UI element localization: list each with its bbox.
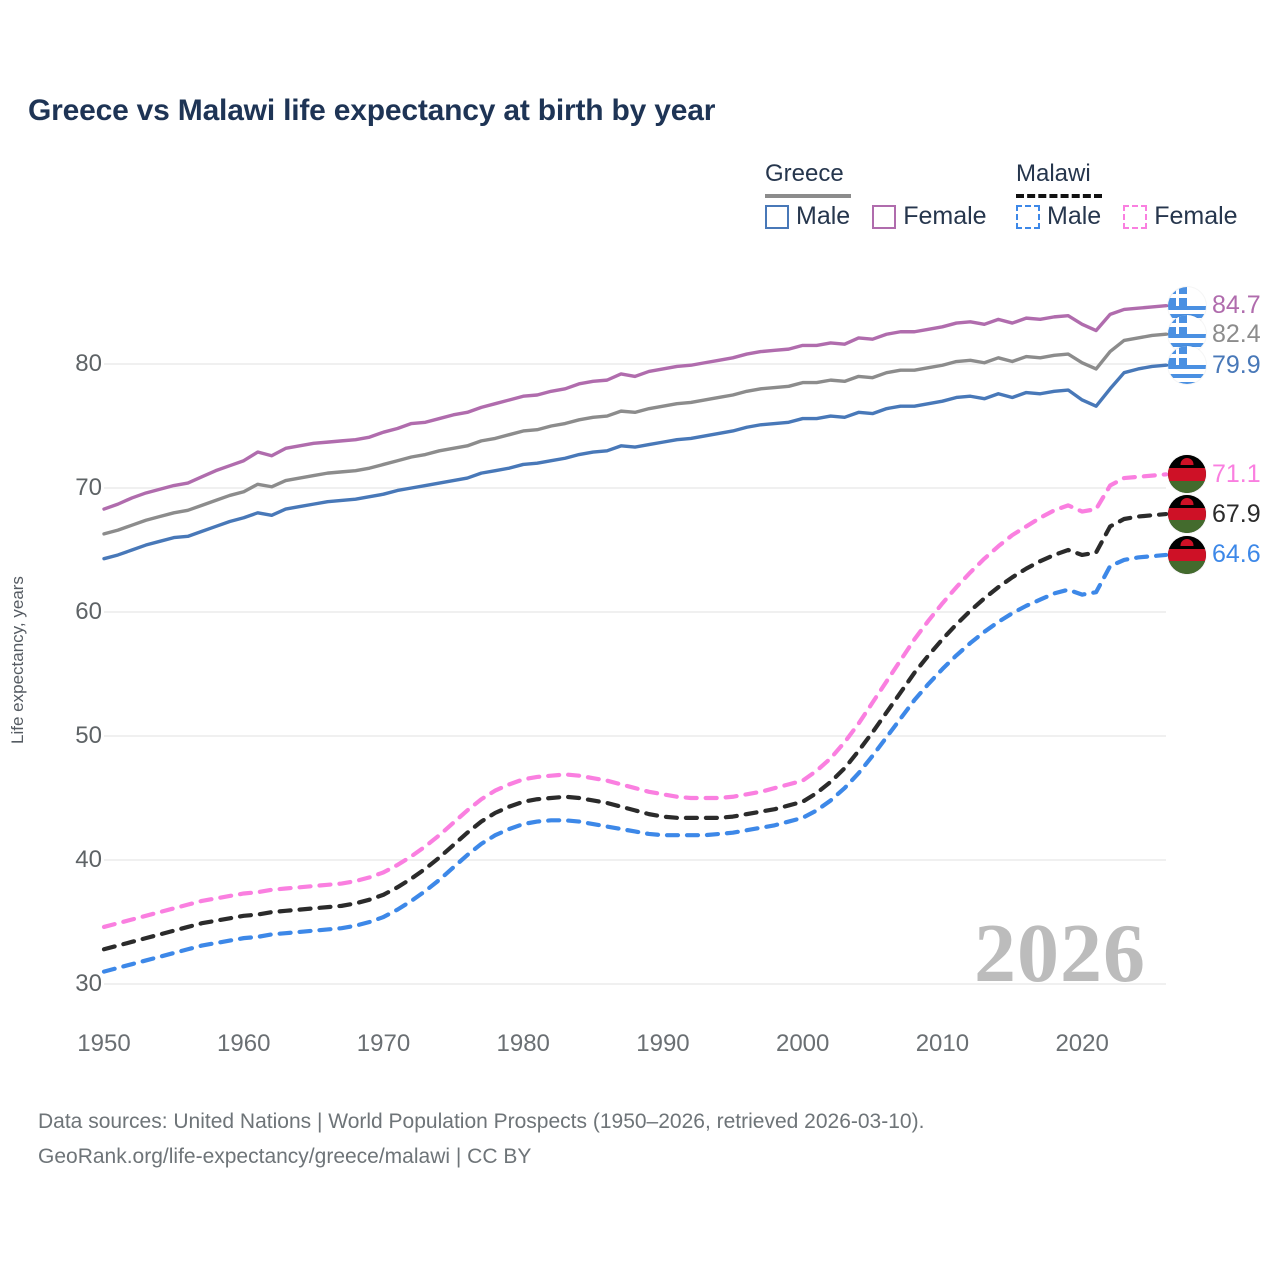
end-label-value: 79.9	[1212, 350, 1261, 379]
legend-label-malawi-male: Male	[1047, 202, 1102, 230]
legend-label-malawi-female: Female	[1154, 202, 1238, 230]
x-tick-label: 2020	[1055, 1030, 1109, 1057]
legend-group-greece: Greece Male Female	[765, 160, 987, 230]
legend-label-greece-male: Male	[796, 202, 851, 230]
malawi-flag-icon	[1168, 495, 1206, 534]
legend-item-malawi-female[interactable]: Female	[1123, 202, 1238, 231]
end-label-value: 71.1	[1212, 459, 1261, 488]
page-title: Greece vs Malawi life expectancy at birt…	[28, 94, 716, 127]
greece-flag-icon	[1168, 346, 1206, 385]
end-label-malawi-male: 64.6	[1168, 535, 1261, 574]
malawi-flag-icon	[1168, 535, 1206, 574]
x-tick-label: 1990	[636, 1030, 690, 1057]
y-tick-label: 40	[75, 846, 102, 873]
end-label-greece-male: 79.9	[1168, 346, 1261, 385]
series-line-greece-both	[102, 332, 1168, 536]
legend-rule-malawi	[1016, 194, 1102, 198]
x-tick-label: 2010	[915, 1030, 970, 1057]
y-tick-label: 70	[75, 474, 102, 501]
end-label-value: 84.7	[1212, 291, 1261, 320]
legend-item-greece-male[interactable]: Male	[765, 202, 850, 231]
series-line-greece-female	[102, 304, 1168, 511]
end-label-value: 67.9	[1212, 499, 1261, 528]
end-label-greece-female: 84.7	[1168, 286, 1261, 325]
end-label-greece-both: 82.4	[1168, 315, 1261, 354]
x-tick-label: 2000	[775, 1030, 830, 1057]
y-tick-label: 80	[75, 350, 102, 377]
year-watermark: 2026	[974, 907, 1146, 1000]
series-line-greece-male	[102, 363, 1168, 561]
x-tick-label: 1960	[217, 1030, 271, 1057]
y-tick-label: 60	[75, 598, 102, 625]
series-line-malawi-female	[101, 472, 1169, 930]
end-label-value: 82.4	[1212, 319, 1261, 348]
y-tick-label: 50	[75, 722, 102, 749]
legend-group-malawi: Malawi Male Female	[1016, 160, 1238, 230]
footer-credits: Data sources: United Nations | World Pop…	[38, 1105, 924, 1174]
footer-line-1: Data sources: United Nations | World Pop…	[38, 1110, 925, 1133]
y-axis-ticks: 30 40 50 60 70 80	[22, 0, 102, 1280]
end-label-malawi-both: 67.9	[1168, 495, 1261, 534]
x-tick-label: 1950	[77, 1030, 131, 1057]
malawi-flag-icon	[1168, 455, 1206, 494]
series-line-malawi-both	[101, 511, 1169, 952]
x-tick-label: 1970	[356, 1030, 411, 1057]
legend-country-malawi: Malawi	[1016, 160, 1091, 187]
chart-legend: Greece Male Female Malawi Male	[760, 160, 1250, 240]
legend-country-greece: Greece	[765, 160, 844, 187]
greece-flag-icon	[1168, 286, 1206, 325]
legend-label-greece-female: Female	[903, 202, 987, 230]
legend-swatch-malawi-male-icon	[1016, 204, 1040, 229]
legend-item-malawi-male[interactable]: Male	[1016, 202, 1101, 231]
legend-swatch-greece-female-icon	[872, 204, 897, 229]
y-tick-label: 30	[75, 970, 102, 997]
legend-swatch-malawi-female-icon	[1123, 204, 1148, 229]
legend-swatch-greece-male-icon	[765, 204, 789, 229]
footer-line-2[interactable]: GeoRank.org/life-expectancy/greece/malaw…	[38, 1144, 532, 1168]
x-tick-label: 1980	[496, 1030, 550, 1057]
legend-rule-greece	[765, 194, 851, 198]
legend-item-greece-female[interactable]: Female	[872, 202, 987, 231]
end-label-value: 64.6	[1212, 540, 1261, 569]
end-label-malawi-female: 71.1	[1168, 455, 1261, 494]
